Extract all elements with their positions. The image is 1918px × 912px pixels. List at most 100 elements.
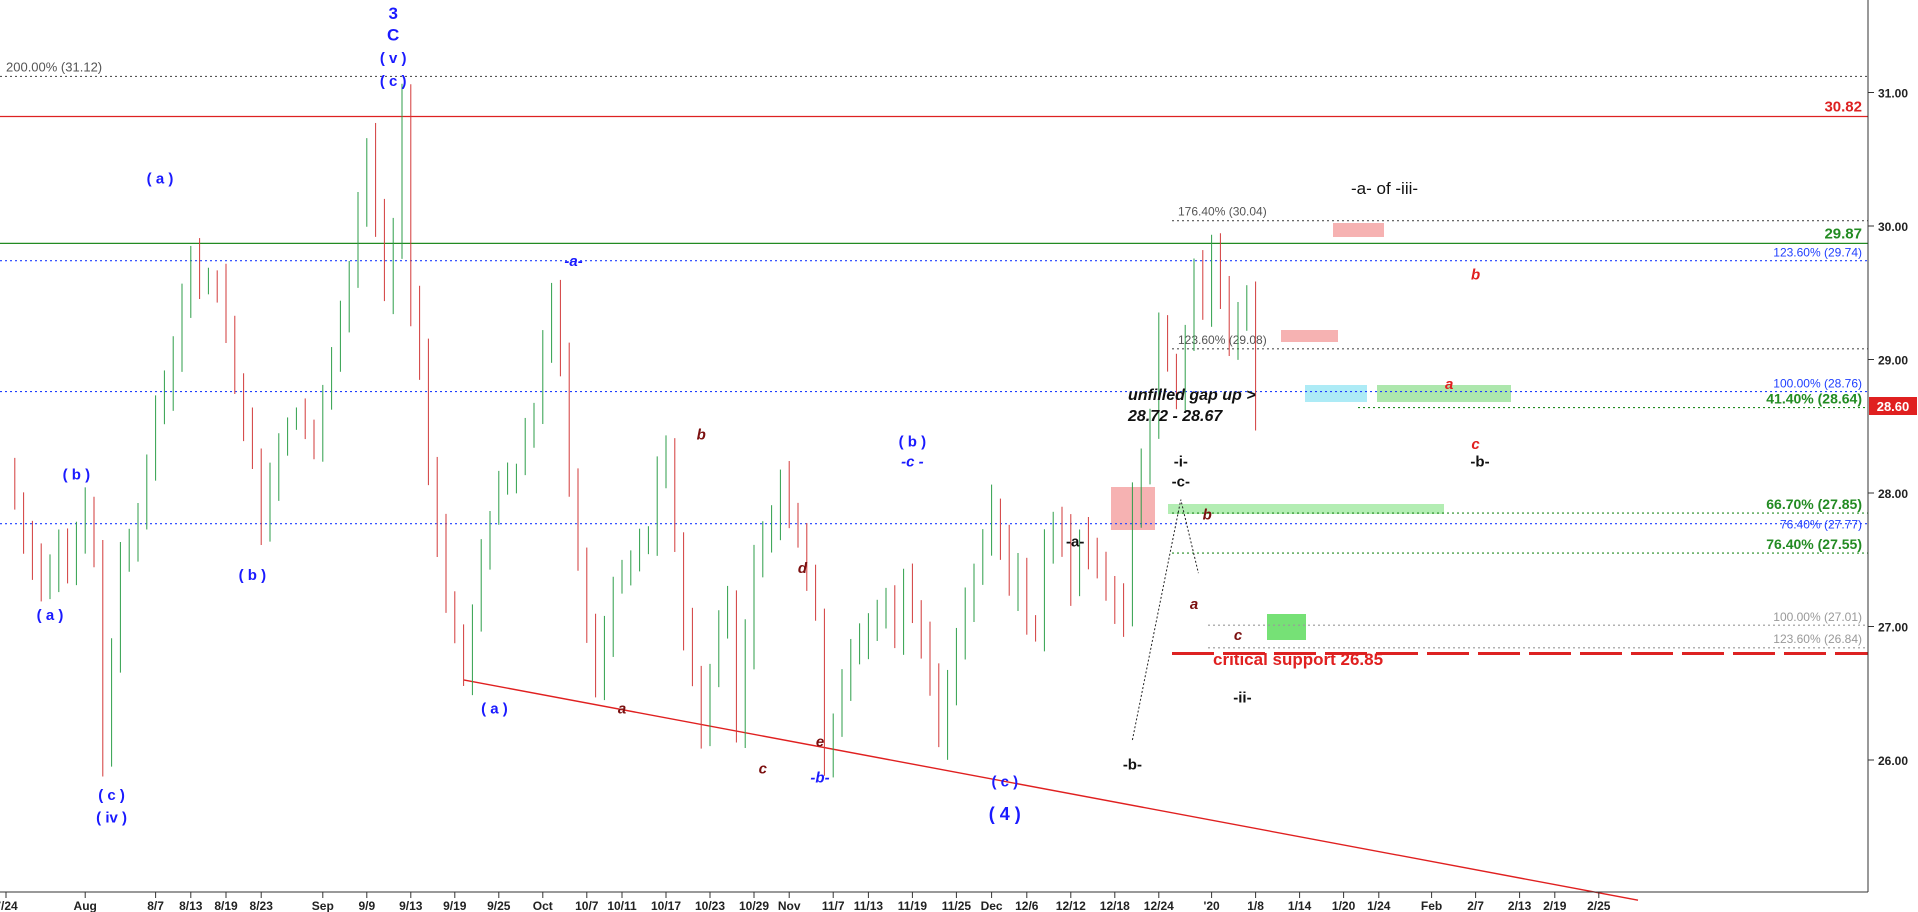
wave-label: ( b ) <box>63 467 91 484</box>
x-tick-label: 10/7 <box>575 899 599 912</box>
x-tick-label: 12/6 <box>1015 899 1039 912</box>
wave-label: ( a ) <box>147 170 174 187</box>
level-label: 200.00% (31.12) <box>6 59 102 74</box>
current-price-tag: 28.60 <box>1869 397 1917 415</box>
x-tick-label: 10/11 <box>607 899 637 912</box>
wave-label: ( c ) <box>98 787 125 804</box>
x-tick-label: 11/13 <box>854 899 884 912</box>
x-tick-label: 10/29 <box>739 899 769 912</box>
x-tick-label: 10/23 <box>695 899 725 912</box>
wave-label: ( a ) <box>481 700 508 717</box>
current-price-label: 28.60 <box>1877 399 1910 414</box>
x-tick-label: 1/24 <box>1367 899 1391 912</box>
resistance-zone <box>1281 330 1338 342</box>
x-tick-label: Feb <box>1421 899 1442 912</box>
wave-label: -c- <box>1172 473 1190 490</box>
resistance-zone <box>1333 223 1384 237</box>
level-label: 66.70% (27.85) <box>1766 496 1862 512</box>
x-tick-label: 12/12 <box>1056 899 1086 912</box>
wave-label: ( iv ) <box>96 810 127 827</box>
wave-label: -c - <box>901 453 924 470</box>
y-tick-label: 27.00 <box>1878 621 1908 635</box>
support-trendline <box>463 679 1639 901</box>
x-tick-label: 11/7 <box>822 899 845 912</box>
x-tick-label: 9/19 <box>443 899 467 912</box>
wave-label: -a- <box>1066 533 1084 550</box>
x-tick-label: 1/14 <box>1288 899 1312 912</box>
resistance-zone <box>1111 487 1155 530</box>
current-price-box <box>1869 397 1917 415</box>
wave-label: a <box>1445 376 1453 393</box>
target-zone <box>1377 385 1511 402</box>
top-wave-note: -a- of -iii- <box>1351 179 1418 198</box>
x-tick-label: 8/23 <box>250 899 274 912</box>
x-tick-label: 1/20 <box>1332 899 1356 912</box>
plot-background <box>0 0 1868 892</box>
wave-label: ( b ) <box>899 433 927 450</box>
wave-label: e <box>816 734 824 751</box>
wave-label: ( b ) <box>239 567 267 584</box>
wave-label: c <box>1234 627 1243 644</box>
level-label: 30.82 <box>1824 99 1862 116</box>
wave-label: -i- <box>1174 453 1188 470</box>
wave-label: a <box>618 700 626 717</box>
wave-label: ( c ) <box>991 774 1018 791</box>
wave-label: 3 <box>388 4 397 23</box>
wave-label: -a- <box>564 253 582 270</box>
x-tick-label: 2/7 <box>1467 899 1484 912</box>
wave-label: ( a ) <box>37 607 64 624</box>
x-tick-label: 1/8 <box>1247 899 1264 912</box>
gap-note-line2: 28.72 - 28.67 <box>1127 408 1223 425</box>
wave-label: a <box>1190 596 1198 613</box>
y-ticks: 26.00 27.00 28.00 29.00 30.00 31.00 <box>1868 87 1908 768</box>
level-label: 123.60% (29.74) <box>1773 246 1862 260</box>
wave-label: c <box>759 760 768 777</box>
x-tick-label: Aug <box>74 899 97 912</box>
wave-label: ( 4 ) <box>989 804 1021 824</box>
x-tick-label: 8/7 <box>147 899 164 912</box>
level-label: 76.40% (27.55) <box>1766 536 1862 552</box>
x-tick-label: Sep <box>312 899 334 912</box>
x-tick-label: '20 <box>1203 899 1220 912</box>
highlight-zones <box>1111 223 1511 640</box>
support-zone <box>1168 504 1444 514</box>
wave-label: -b- <box>1123 756 1142 773</box>
x-tick-label: 8/13 <box>179 899 203 912</box>
wave-label: C <box>387 25 399 44</box>
x-tick-label: Nov <box>778 899 801 912</box>
x-tick-label: 10/17 <box>651 899 681 912</box>
wave-label: b <box>1203 507 1212 524</box>
level-label: 29.87 <box>1824 225 1862 242</box>
wave-label: -b- <box>810 770 829 787</box>
y-tick-label: 28.00 <box>1878 487 1908 501</box>
trendline-line <box>463 679 1639 901</box>
x-tick-label: 11/19 <box>898 899 928 912</box>
x-tick-label: 11/25 <box>942 899 972 912</box>
x-tick-label: Dec <box>981 899 1003 912</box>
fib-levels: 200.00% (31.12) 30.82 176.40% (30.04) 29.87… <box>0 59 1868 656</box>
gap-note-line1: unfilled gap up > <box>1128 387 1256 404</box>
wave-label: c <box>1471 436 1480 453</box>
level-label: 176.40% (30.04) <box>1178 205 1267 219</box>
x-tick-label: 8/19 <box>214 899 238 912</box>
chart-annotations: unfilled gap up > 28.72 - 28.67 critical… <box>1127 179 1418 669</box>
level-label: 100.00% (28.76) <box>1773 377 1862 391</box>
x-ticks: 7/24 Aug 8/7 8/13 8/19 8/23 Sep 9/9 9/13 9/19 9/25… <box>0 892 1611 912</box>
wave-label: ( v ) <box>380 50 407 67</box>
wave-label: -ii- <box>1233 690 1251 707</box>
level-label: 100.00% (27.01) <box>1773 610 1862 624</box>
x-tick-label: 9/13 <box>399 899 423 912</box>
wave-label: ( c ) <box>380 73 407 90</box>
wave-connector <box>1131 499 1199 741</box>
level-label: 76.40% (27.77) <box>1780 518 1862 532</box>
x-tick-label: 9/9 <box>358 899 375 912</box>
x-tick-label: 12/24 <box>1144 899 1174 912</box>
x-tick-label: Oct <box>533 899 553 912</box>
x-tick-label: 9/25 <box>487 899 511 912</box>
support-zone <box>1267 614 1306 640</box>
wave-label: b <box>697 427 706 444</box>
critical-support-note: critical support 26.85 <box>1213 650 1383 669</box>
gap-zone <box>1305 385 1367 402</box>
